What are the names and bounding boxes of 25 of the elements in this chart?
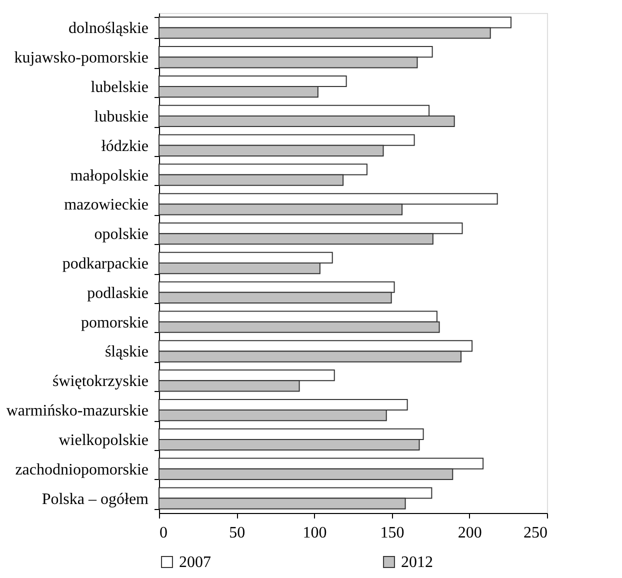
y-tick-label: dolnośląskie (68, 20, 148, 38)
y-tick-label: małopolskie (70, 167, 148, 184)
x-tick-label: 150 (380, 524, 404, 542)
x-tick-label: 0 (160, 524, 168, 542)
y-tick-label: warmińsko-mazurskie (6, 402, 148, 420)
y-tick-label: kujawsko-pomorskie (14, 50, 148, 67)
y-tick-label: wielkopolskie (58, 432, 148, 449)
y-tick-label: mazowieckie (64, 196, 148, 214)
x-tick-label: 100 (302, 524, 327, 542)
legend-label: 2007 (179, 554, 211, 571)
y-tick-label: świętokrzyskie (52, 373, 148, 390)
y-tick-label: lubelskie (90, 79, 148, 96)
y-tick-label: podlaskie (87, 284, 148, 302)
y-tick-label: Polska – ogółem (42, 490, 150, 508)
y-tick-label: lubuskie (94, 108, 148, 126)
y-tick-label: łódzkie (101, 138, 148, 155)
x-tick-label: 200 (458, 524, 482, 542)
y-tick-label: zachodniopomorskie (15, 461, 148, 478)
x-tick-label: 250 (524, 524, 548, 542)
y-tick-label: opolskie (94, 226, 148, 244)
x-tick-label: 50 (229, 524, 246, 542)
y-tick-label: śląskie (104, 344, 148, 361)
legend-label: 2012 (401, 554, 433, 571)
y-tick-label: podkarpackie (62, 256, 148, 272)
y-tick-label: pomorskie (80, 314, 148, 332)
